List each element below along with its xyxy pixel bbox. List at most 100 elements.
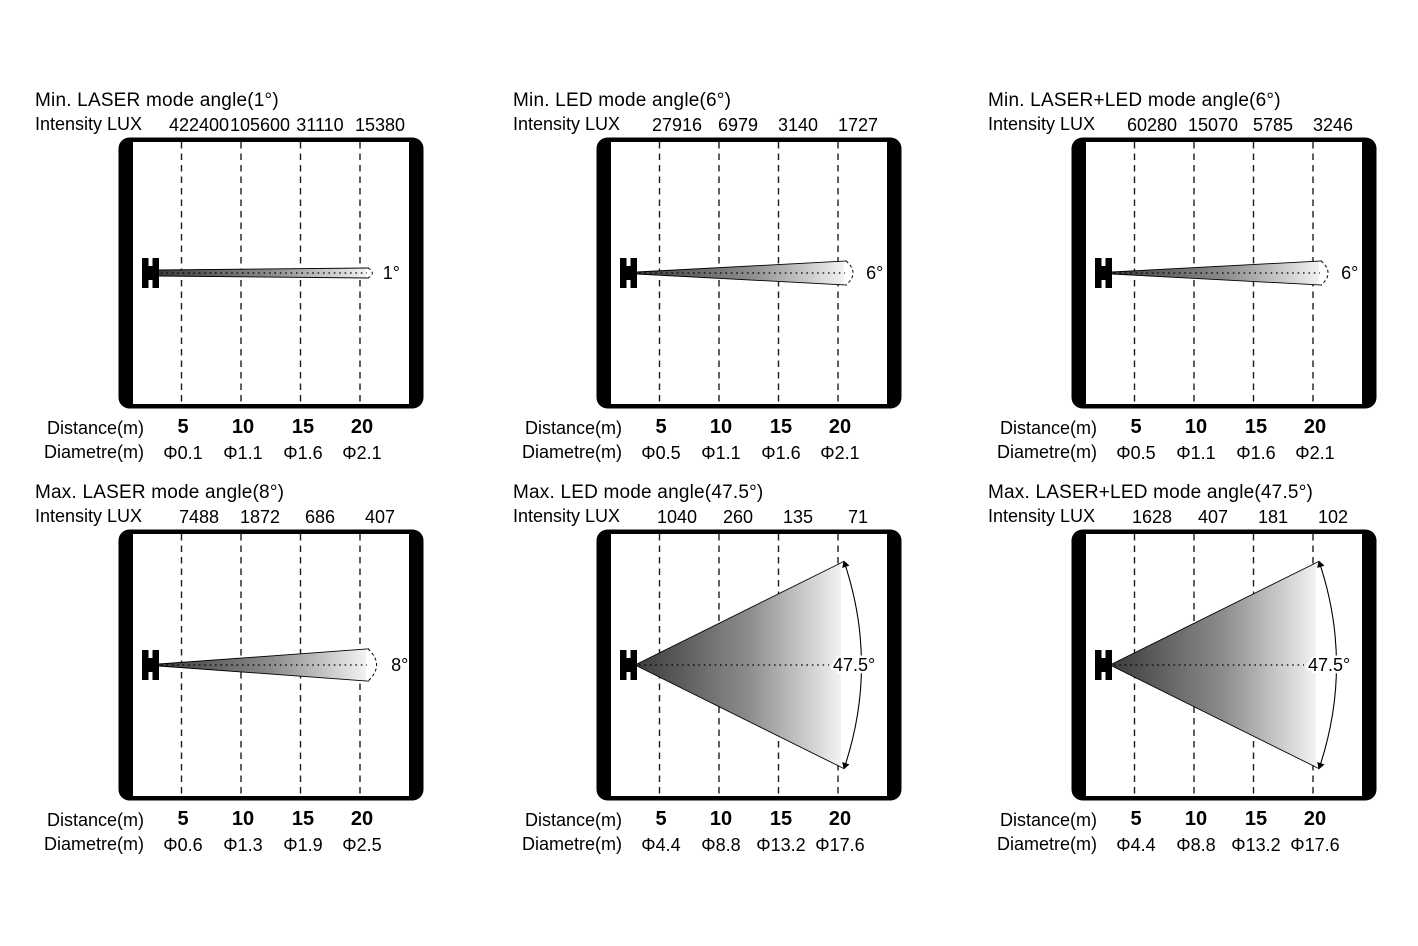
- diametre-label: Diametre(m): [522, 834, 623, 854]
- distance-label: Distance(m): [1000, 418, 1098, 438]
- panel-title: Min. LASER+LED mode angle(6°): [988, 90, 1281, 111]
- distance-value: 5: [177, 808, 189, 830]
- intensity-value: 3140: [777, 115, 819, 135]
- diametre-value: Φ17.6: [815, 835, 865, 855]
- fixture-icon: [142, 650, 159, 680]
- diametre-value: Φ1.1: [1176, 443, 1216, 463]
- distance-label: Distance(m): [47, 810, 145, 830]
- distance-value: 15: [291, 416, 315, 438]
- distance-value: 15: [1244, 808, 1268, 830]
- diametre-label: Diametre(m): [44, 442, 145, 462]
- intensity-value: 6979: [717, 115, 759, 135]
- distance-value: 5: [655, 416, 667, 438]
- distance-label: Distance(m): [525, 418, 623, 438]
- panel-min-laser-mode: Min. LASER mode angle(1°) Intensity LUX …: [35, 90, 475, 472]
- beam-angle-label: 47.5°: [833, 655, 875, 675]
- diametre-label: Diametre(m): [522, 442, 623, 462]
- distance-value: 10: [231, 416, 255, 438]
- panel-max-led-mode: Max. LED mode angle(47.5°) Intensity LUX…: [513, 482, 953, 864]
- beam-angle-label: 1°: [383, 263, 400, 283]
- fixture-icon: [142, 258, 159, 288]
- diametre-value: Φ1.1: [701, 443, 741, 463]
- distance-value: 10: [1184, 808, 1208, 830]
- distance-value: 20: [350, 808, 374, 830]
- distance-value: 5: [1130, 808, 1142, 830]
- intensity-value: 407: [364, 507, 396, 527]
- diametre-label: Diametre(m): [44, 834, 145, 854]
- distance-label: Distance(m): [1000, 810, 1098, 830]
- panel-max-laser-mode: Max. LASER mode angle(8°) Intensity LUX …: [35, 482, 475, 864]
- diametre-value: Φ8.8: [1176, 835, 1216, 855]
- diametre-value: Φ1.6: [1236, 443, 1276, 463]
- diametre-label: Diametre(m): [997, 834, 1098, 854]
- diametre-value: Φ1.3: [223, 835, 263, 855]
- distance-value: 10: [709, 808, 733, 830]
- intensity-value: 1872: [239, 507, 281, 527]
- intensity-value: 260: [722, 507, 754, 527]
- panel-max-laser-led-mode: Max. LASER+LED mode angle(47.5°) Intensi…: [988, 482, 1418, 864]
- intensity-lux-label: Intensity LUX: [988, 114, 1096, 134]
- distance-value: 5: [1130, 416, 1142, 438]
- diametre-value: Φ2.1: [820, 443, 860, 463]
- panel-min-laser-led-mode: Min. LASER+LED mode angle(6°) Intensity …: [988, 90, 1418, 472]
- intensity-value: 7488: [178, 507, 220, 527]
- diametre-value: Φ13.2: [1231, 835, 1281, 855]
- distance-value: 10: [709, 416, 733, 438]
- beam-diagram: 1°: [118, 137, 424, 409]
- diametre-value: Φ13.2: [756, 835, 806, 855]
- beam-diagram: 6°: [596, 137, 902, 409]
- intensity-value: 1040: [656, 507, 698, 527]
- diametre-value: Φ1.1: [223, 443, 263, 463]
- beam-diagram: 47.5°: [1071, 529, 1377, 801]
- intensity-value: 31110: [296, 115, 344, 135]
- intensity-lux-label: Intensity LUX: [513, 114, 621, 134]
- diametre-value: Φ0.5: [1116, 443, 1156, 463]
- intensity-value: 1628: [1131, 507, 1173, 527]
- panel-title: Max. LASER+LED mode angle(47.5°): [988, 482, 1314, 503]
- intensity-value: 686: [304, 507, 336, 527]
- panel-title: Max. LED mode angle(47.5°): [513, 482, 764, 503]
- fixture-icon: [620, 650, 637, 680]
- intensity-value: 60280: [1126, 115, 1178, 135]
- distance-value: 20: [828, 808, 852, 830]
- diametre-value: Φ4.4: [641, 835, 681, 855]
- intensity-value: 71: [847, 507, 869, 527]
- diametre-value: Φ17.6: [1290, 835, 1340, 855]
- distance-value: 20: [1303, 808, 1327, 830]
- diametre-label: Diametre(m): [997, 442, 1098, 462]
- panel-title: Max. LASER mode angle(8°): [35, 482, 285, 503]
- intensity-value: 5785: [1252, 115, 1294, 135]
- distance-value: 10: [231, 808, 255, 830]
- diametre-value: Φ0.1: [163, 443, 203, 463]
- distance-value: 15: [769, 416, 793, 438]
- intensity-lux-label: Intensity LUX: [35, 114, 143, 134]
- diametre-value: Φ0.6: [163, 835, 203, 855]
- intensity-value: 102: [1317, 507, 1349, 527]
- panel-min-led-mode: Min. LED mode angle(6°) Intensity LUX 27…: [513, 90, 953, 472]
- intensity-lux-label: Intensity LUX: [988, 506, 1096, 526]
- distance-value: 20: [828, 416, 852, 438]
- diametre-value: Φ2.1: [342, 443, 382, 463]
- intensity-lux-label: Intensity LUX: [513, 506, 621, 526]
- fixture-icon: [1095, 258, 1112, 288]
- diametre-value: Φ2.1: [1295, 443, 1335, 463]
- intensity-lux-label: Intensity LUX: [35, 506, 143, 526]
- distance-value: 20: [350, 416, 374, 438]
- diametre-value: Φ8.8: [701, 835, 741, 855]
- beam-diagram: 47.5°: [596, 529, 902, 801]
- distance-label: Distance(m): [47, 418, 145, 438]
- intensity-value: 181: [1257, 507, 1289, 527]
- distance-value: 15: [291, 808, 315, 830]
- intensity-value: 105600: [229, 115, 291, 135]
- beam-diagram: 8°: [118, 529, 424, 801]
- intensity-value: 1727: [837, 115, 879, 135]
- beam-diagram: 6°: [1071, 137, 1377, 409]
- distance-value: 15: [1244, 416, 1268, 438]
- distance-value: 10: [1184, 416, 1208, 438]
- beam-angle-label: 8°: [391, 655, 408, 675]
- panel-title: Min. LED mode angle(6°): [513, 90, 732, 111]
- distance-value: 20: [1303, 416, 1327, 438]
- panel-title: Min. LASER mode angle(1°): [35, 90, 279, 111]
- diametre-value: Φ1.6: [283, 443, 323, 463]
- intensity-value: 15380: [354, 115, 406, 135]
